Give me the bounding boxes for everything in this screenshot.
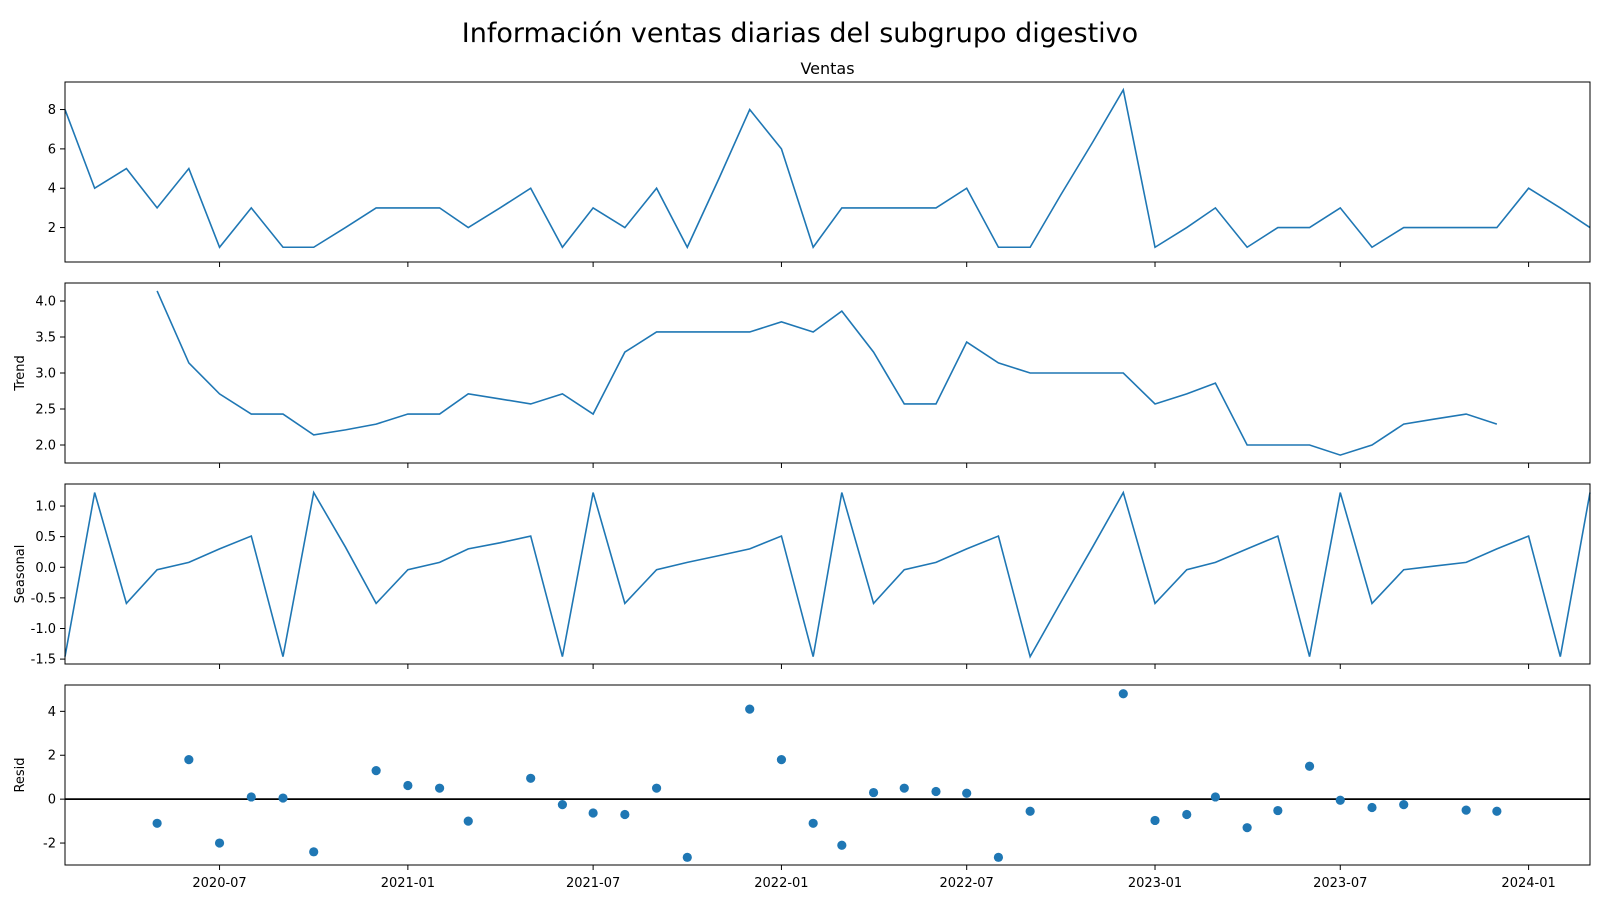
x-tick-label: 2023-01	[1128, 876, 1182, 891]
x-tick-label: 2020-07	[192, 876, 246, 891]
series-line-seasonal	[64, 490, 1591, 659]
y-tick-label: 3.5	[35, 331, 56, 346]
panel-subtitle-observed: Ventas	[800, 59, 854, 78]
resid-point	[588, 808, 598, 818]
y-tick-label: -1.5	[31, 653, 56, 668]
panel-resid: Resid -2 0 2 4 2020-07 2021-01 2021-07 2022-01 20…	[13, 684, 1591, 891]
y-tick-label: 2	[48, 749, 56, 764]
resid-point	[1273, 805, 1283, 816]
resid-point	[962, 788, 972, 798]
y-tick-label: -1.0	[31, 622, 56, 637]
resid-point	[1182, 809, 1192, 820]
resid-point	[557, 800, 568, 810]
resid-point	[931, 786, 941, 797]
resid-point	[620, 809, 630, 820]
y-tick-label: 2.0	[35, 439, 56, 454]
resid-point	[682, 852, 692, 862]
resid-point	[776, 755, 787, 765]
y-tick-label: -0.5	[31, 591, 56, 606]
resid-point	[808, 818, 818, 828]
resid-point	[1304, 761, 1315, 771]
x-tick-label: 2024-01	[1501, 876, 1555, 891]
resid-point	[184, 755, 194, 765]
y-tick-label: 2.5	[35, 403, 56, 418]
resid-point	[837, 840, 847, 850]
plot-frame-trend	[64, 282, 1591, 464]
chart-panels: Ventas 2 4 6 8 Trend 2.0 2.5 3.0 3.5 4.0 Seasonal -1…	[13, 59, 1591, 891]
y-tick-label: 2	[48, 221, 56, 236]
resid-point	[278, 793, 288, 803]
resid-point	[1461, 805, 1471, 815]
resid-point	[246, 792, 256, 802]
resid-point	[899, 783, 909, 793]
resid-point	[152, 818, 162, 828]
resid-point	[1025, 806, 1035, 816]
x-tick-label: 2023-07	[1313, 876, 1367, 891]
y-tick-label: 0.5	[35, 530, 56, 545]
resid-point	[214, 838, 225, 848]
y-tick-label: 4	[48, 182, 56, 197]
resid-point	[1492, 806, 1502, 816]
panel-observed: Ventas 2 4 6 8	[48, 59, 1591, 267]
panel-seasonal: Seasonal -1.5 -1.0 -0.5 0.0 0.5 1.0	[13, 483, 1591, 669]
resid-point	[371, 766, 381, 776]
resid-point	[1210, 792, 1221, 802]
resid-point	[309, 847, 319, 857]
plot-frame-seasonal	[64, 483, 1591, 665]
series-line-observed	[64, 87, 1591, 250]
resid-point	[1399, 800, 1409, 810]
resid-point	[434, 783, 445, 793]
panel-trend: Trend 2.0 2.5 3.0 3.5 4.0	[13, 282, 1591, 468]
y-axis-label-trend: Trend	[13, 355, 28, 392]
y-axis-label-seasonal: Seasonal	[13, 545, 28, 604]
y-tick-label: 8	[48, 103, 56, 118]
resid-point	[526, 773, 536, 783]
y-tick-label: 6	[48, 142, 56, 157]
x-tick-label: 2021-07	[566, 876, 620, 891]
resid-point	[1367, 802, 1377, 813]
x-tick-label: 2022-07	[940, 876, 994, 891]
resid-point	[745, 704, 755, 714]
x-tick-label: 2021-01	[381, 876, 435, 891]
y-tick-label: 4	[48, 705, 56, 720]
y-tick-label: 0.0	[35, 561, 56, 576]
y-tick-label: 3.0	[35, 367, 56, 382]
resid-point	[1242, 823, 1252, 833]
resid-point	[1150, 815, 1160, 826]
resid-point	[463, 816, 473, 826]
y-tick-label: -2	[43, 837, 56, 852]
resid-point	[1335, 795, 1345, 805]
series-line-trend	[156, 290, 1498, 456]
resid-point	[651, 783, 662, 793]
plot-frame-observed	[64, 81, 1591, 263]
resid-point	[1118, 689, 1128, 699]
y-tick-label: 4.0	[35, 295, 56, 310]
y-tick-label: 1.0	[35, 500, 56, 515]
x-tick-label: 2022-01	[754, 876, 808, 891]
chart-title: Información ventas diarias del subgrupo …	[462, 18, 1138, 49]
y-axis-label-resid: Resid	[13, 757, 28, 792]
resid-point	[868, 787, 879, 798]
resid-point	[403, 780, 413, 791]
plot-frame-resid	[64, 684, 1591, 866]
y-tick-label: 0	[48, 793, 56, 808]
resid-point	[993, 852, 1004, 862]
